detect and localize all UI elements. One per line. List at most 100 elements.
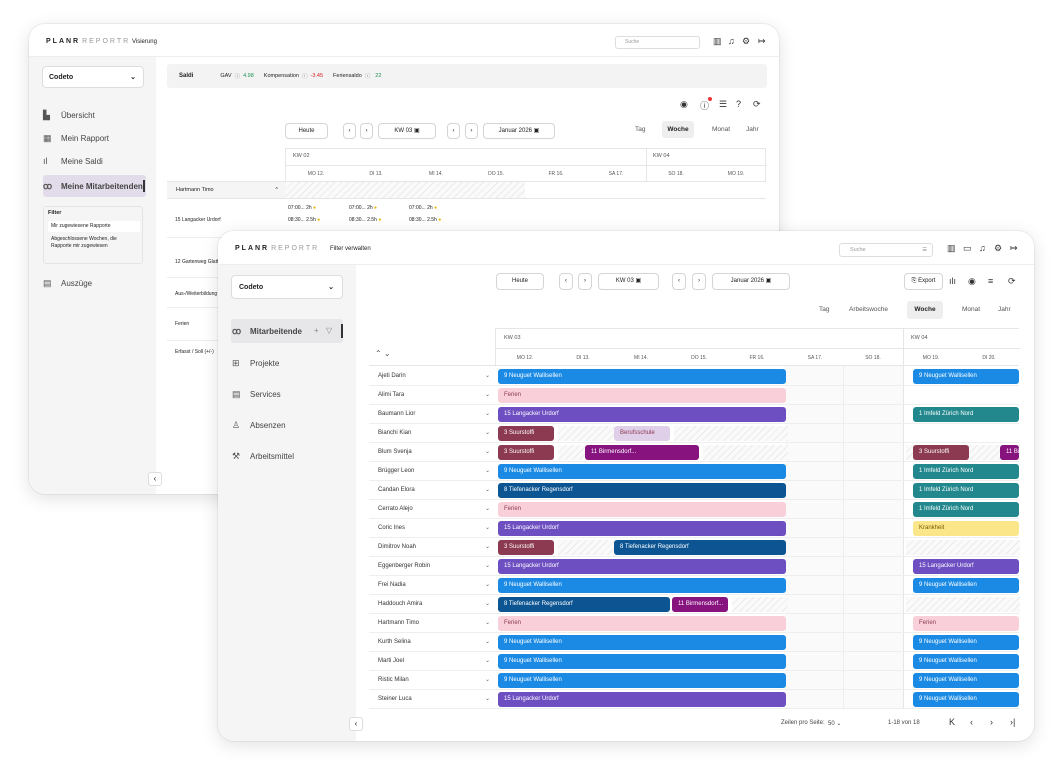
chevron-down-icon[interactable]: ⌄ (484, 620, 490, 626)
employee-row[interactable]: Coric Ines ⌄ (369, 519, 496, 538)
nav-filter-verwalten[interactable]: Filter verwalten (330, 246, 371, 252)
assignment-bar[interactable]: 9 Neuguet Wallisellen (913, 692, 1019, 707)
employee-row[interactable]: Steiner Luca ⌄ (369, 690, 496, 709)
menu-absenzen[interactable]: ♙ Absenzen (232, 414, 344, 436)
gear-icon[interactable]: ⚙ (742, 36, 751, 46)
assignment-bar[interactable]: Ferien (498, 616, 786, 631)
chevron-down-icon[interactable]: ⌄ (484, 392, 490, 398)
chevron-down-icon[interactable]: ⌄ (484, 449, 490, 455)
sort-arrows-icon[interactable]: ⌃ ⌄ (375, 349, 391, 358)
employee-row[interactable]: Dimitrov Noah ⌄ (369, 538, 496, 557)
employee-row[interactable]: Marti Joel ⌄ (369, 652, 496, 671)
menu-auszuege[interactable]: ▤ Auszüge (43, 272, 155, 294)
next-page-icon[interactable]: › (990, 717, 993, 727)
assignment-bar[interactable]: 9 Neuguet Wallisellen (498, 578, 786, 593)
chevron-down-icon[interactable]: ⌄ (484, 601, 490, 607)
time-cell-mi[interactable]: 07:00... 2h ● 08:30... 2.5h ● (409, 205, 442, 223)
employee-row[interactable]: Frei Nadia ⌄ (369, 576, 496, 595)
employee-row[interactable]: Ristic Milan ⌄ (369, 671, 496, 690)
assignment-bar[interactable]: Ferien (498, 502, 786, 517)
prev-page-icon[interactable]: ‹ (970, 717, 973, 727)
assignment-bar[interactable]: 1 Imfeld Zürich Nord (913, 502, 1019, 517)
today-button[interactable]: Heute (285, 123, 328, 139)
employee-row[interactable]: Blum Svenja ⌄ (369, 443, 496, 462)
nav-visierung[interactable]: Visierung (132, 39, 157, 45)
assignment-bar[interactable]: 11 Birmensdorf... (585, 445, 699, 460)
add-icon[interactable]: + (314, 326, 319, 335)
assignment-bar[interactable]: 11 Birme (1000, 445, 1019, 460)
company-select[interactable]: Codeto ⌄ (231, 275, 343, 299)
employee-row[interactable]: Cerrato Alejo ⌄ (369, 500, 496, 519)
next-week-button[interactable]: › (360, 123, 373, 139)
last-page-icon[interactable]: ›| (1010, 717, 1016, 727)
week-picker[interactable]: KW 03 ▣ (378, 123, 436, 139)
next-month-button[interactable]: › (692, 273, 706, 290)
assignment-bar[interactable]: 15 Langacker Urdorf (498, 559, 786, 574)
month-picker[interactable]: Januar 2026 ▣ (483, 123, 555, 139)
clock-icon[interactable]: ⓘ (700, 101, 710, 111)
search-input[interactable]: Suche (615, 36, 700, 49)
bell-icon[interactable]: ♫ (728, 36, 735, 46)
chevron-down-icon[interactable]: ⌄ (484, 525, 490, 531)
collapse-sidebar-button[interactable]: ‹ (349, 717, 363, 731)
time-cell-mo[interactable]: 07:00... 2h ● 08:30... 2.5h ● (288, 205, 321, 223)
assignment-bar[interactable]: Ferien (498, 388, 786, 403)
menu-arbeitsmittel[interactable]: ⚒ Arbeitsmittel (232, 445, 344, 467)
assignment-bar[interactable]: 9 Neuguet Wallisellen (498, 654, 786, 669)
assignment-bar[interactable]: 15 Langacker Urdorf (913, 559, 1019, 574)
chevron-down-icon[interactable]: ⌄ (484, 430, 490, 436)
menu-meine-mitarbeitenden[interactable]: ꝏ Meine Mitarbeitenden (43, 175, 146, 197)
employee-row[interactable]: Hartmann Timo ⌄ (369, 614, 496, 633)
prev-week-button[interactable]: ‹ (559, 273, 573, 290)
chevron-down-icon[interactable]: ⌄ (484, 639, 490, 645)
export-button[interactable]: ⎘ Export (904, 273, 943, 290)
assignment-bar[interactable]: 15 Langacker Urdorf (498, 692, 786, 707)
assignment-bar[interactable]: 9 Neuguet Wallisellen (913, 635, 1019, 650)
assignment-bar[interactable]: 3 Suurstoffi (498, 540, 554, 555)
assignment-bar[interactable]: 9 Neuguet Wallisellen (498, 464, 786, 479)
view-tag[interactable]: Tag (635, 126, 646, 133)
assignment-bar[interactable]: 9 Neuguet Wallisellen (913, 654, 1019, 669)
assignment-bar[interactable]: 8 Tiefenacker Regensdorf (498, 597, 670, 612)
chevron-down-icon[interactable]: ⌄ (484, 487, 490, 493)
menu-mein-rapport[interactable]: ▦ Mein Rapport (43, 127, 155, 149)
employee-row[interactable]: Alimi Tara ⌄ (369, 386, 496, 405)
prev-week-button[interactable]: ‹ (343, 123, 356, 139)
chevron-down-icon[interactable]: ⌄ (484, 506, 490, 512)
week-picker[interactable]: KW 03 ▣ (598, 273, 659, 290)
collapse-sidebar-button[interactable]: ‹ (148, 472, 162, 486)
employee-group-row[interactable]: Hartmann Timo ^ (167, 182, 285, 198)
company-select[interactable]: Codeto ⌄ (42, 66, 144, 88)
menu-meine-saldi[interactable]: ıl Meine Saldi (43, 150, 155, 172)
chevron-down-icon[interactable]: ⌄ (484, 696, 490, 702)
chat-icon[interactable]: ▭ (963, 243, 972, 253)
assignment-bar[interactable]: Ferien (913, 616, 1019, 631)
menu-projekte[interactable]: ⊞ Projekte (232, 352, 344, 374)
logout-icon[interactable]: ↦ (1010, 243, 1018, 253)
view-arbeitswoche[interactable]: Arbeitswoche (849, 306, 889, 313)
employee-row[interactable]: Candan Elora ⌄ (369, 481, 496, 500)
assignment-bar[interactable]: 3 Suurstoffi (913, 445, 969, 460)
gear-icon[interactable]: ⚙ (994, 243, 1003, 253)
employee-row[interactable]: Haddouch Amira ⌄ (369, 595, 496, 614)
assignment-bar[interactable]: 9 Neuguet Wallisellen (913, 673, 1019, 688)
chevron-down-icon[interactable]: ⌄ (484, 544, 490, 550)
chevron-down-icon[interactable]: ⌄ (484, 468, 490, 474)
logout-icon[interactable]: ↦ (758, 36, 766, 46)
view-tag[interactable]: Tag (819, 306, 830, 313)
bell-icon[interactable]: ♫ (979, 243, 986, 253)
prev-month-button[interactable]: ‹ (672, 273, 686, 290)
assignment-bar[interactable]: 9 Neuguet Wallisellen (498, 635, 786, 650)
time-cell-di[interactable]: 07:00... 2h ● 08:30... 2.5h ● (349, 205, 382, 223)
list-icon[interactable]: ☰ (719, 99, 728, 109)
assignment-bar[interactable]: 1 Imfeld Zürich Nord (913, 464, 1019, 479)
sort-icon[interactable]: ≡ (988, 276, 994, 286)
employee-row[interactable]: Kurth Selina ⌄ (369, 633, 496, 652)
employee-row[interactable]: Baumann Lior ⌄ (369, 405, 496, 424)
eye-icon[interactable]: ◉ (680, 99, 688, 109)
assignment-bar[interactable]: 15 Langacker Urdorf (498, 521, 786, 536)
help-icon[interactable]: ? (736, 99, 742, 109)
prev-month-button[interactable]: ‹ (447, 123, 460, 139)
employee-row[interactable]: Brügger Leon ⌄ (369, 462, 496, 481)
filter-option-assigned[interactable]: Mir zugewiesene Rapporte (48, 221, 140, 232)
